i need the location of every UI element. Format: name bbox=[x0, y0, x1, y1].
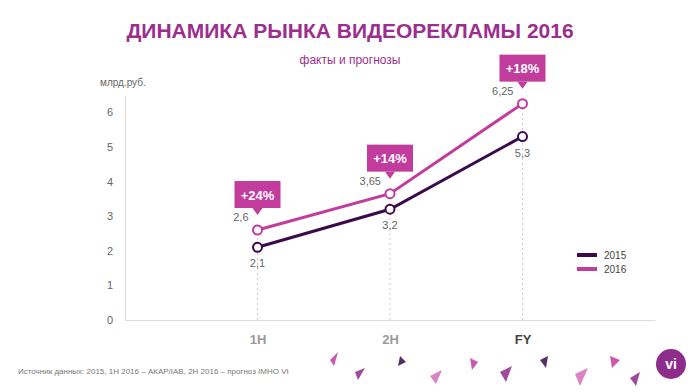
x-axis-line bbox=[126, 320, 656, 321]
decor-triangle bbox=[355, 368, 365, 380]
series-line bbox=[258, 104, 523, 230]
decor-triangle bbox=[610, 356, 620, 368]
decor-triangle bbox=[330, 352, 338, 366]
y-tick: 0 bbox=[107, 314, 125, 326]
y-tick: 5 bbox=[107, 141, 125, 153]
plot-marks bbox=[253, 99, 527, 320]
callout-label: +24% bbox=[241, 188, 275, 203]
legend-swatch bbox=[577, 267, 597, 271]
y-tick: 6 bbox=[107, 106, 125, 118]
y-axis-title: млрд.руб. bbox=[100, 77, 146, 88]
source: Источник данных: 2015, 1H 2016 – АКАР/IA… bbox=[18, 367, 289, 376]
callout-pointer bbox=[253, 208, 263, 215]
y-tick-label: 2 bbox=[107, 245, 113, 257]
callout-pointer bbox=[385, 172, 395, 179]
callout-box bbox=[500, 55, 546, 82]
y-tick: 1 bbox=[107, 279, 125, 291]
data-label: 2,1 bbox=[250, 257, 265, 269]
marker bbox=[518, 132, 527, 141]
decor-triangle bbox=[540, 356, 548, 368]
y-tick: 3 bbox=[107, 210, 125, 222]
subtitle: факты и прогнозы bbox=[300, 53, 401, 67]
legend-label: 2016 bbox=[604, 264, 627, 275]
data-label: 3,2 bbox=[382, 219, 397, 231]
series-line bbox=[258, 137, 523, 248]
x-axis: 1H 2H FY bbox=[126, 320, 656, 347]
logo: vi bbox=[656, 349, 686, 379]
marker bbox=[253, 243, 262, 252]
y-tick: 2 bbox=[107, 245, 125, 257]
y-tick-label: 5 bbox=[107, 141, 113, 153]
data-label: 6,25 bbox=[492, 85, 513, 97]
decor-triangle bbox=[630, 372, 640, 386]
decor-triangle bbox=[430, 370, 442, 384]
chart: ДИНАМИКА РЫНКА ВИДЕОРЕКЛАМЫ 2016 факты и … bbox=[0, 0, 700, 392]
logo-circle bbox=[656, 349, 686, 379]
y-tick-label: 6 bbox=[107, 106, 113, 118]
callout-pointer bbox=[518, 82, 528, 89]
logo-text: vi bbox=[665, 356, 677, 372]
data-label: 2,6 bbox=[233, 211, 248, 223]
callout-label: +14% bbox=[373, 151, 407, 166]
decor-triangle bbox=[398, 356, 406, 366]
y-axis: 0 1 2 3 4 5 6 bbox=[107, 96, 126, 327]
data-label: 3,65 bbox=[360, 175, 381, 187]
decor-triangle bbox=[575, 368, 588, 386]
decor-triangle bbox=[500, 366, 512, 382]
marker bbox=[518, 99, 527, 108]
legend-label: 2015 bbox=[604, 250, 627, 261]
legend-swatch bbox=[577, 253, 597, 257]
x-tick: FY bbox=[515, 320, 532, 347]
decor-triangle bbox=[470, 358, 478, 370]
callout-box bbox=[235, 181, 281, 208]
data-label: 5,3 bbox=[515, 147, 530, 159]
callout: +14% bbox=[367, 145, 413, 179]
legend: 2015 2016 bbox=[577, 250, 627, 275]
x-tick-label: FY bbox=[515, 332, 532, 347]
x-tick-label: 1H bbox=[250, 332, 267, 347]
decoration bbox=[330, 352, 640, 386]
y-tick-label: 0 bbox=[107, 314, 113, 326]
callout-box bbox=[367, 145, 413, 172]
marker bbox=[386, 205, 395, 214]
x-tick-label: 2H bbox=[382, 332, 399, 347]
marker bbox=[253, 226, 262, 235]
callout: +24% bbox=[235, 181, 281, 215]
y-tick-label: 1 bbox=[107, 279, 113, 291]
callout: +18% bbox=[500, 55, 546, 89]
callout-label: +18% bbox=[506, 61, 540, 76]
y-tick-label: 4 bbox=[107, 176, 113, 188]
marker bbox=[386, 189, 395, 198]
x-tick: 1H bbox=[250, 320, 267, 347]
title: ДИНАМИКА РЫНКА ВИДЕОРЕКЛАМЫ 2016 bbox=[126, 19, 573, 42]
y-tick-label: 3 bbox=[107, 210, 113, 222]
x-tick: 2H bbox=[382, 320, 399, 347]
y-axis-line bbox=[125, 96, 126, 321]
y-tick: 4 bbox=[107, 176, 125, 188]
